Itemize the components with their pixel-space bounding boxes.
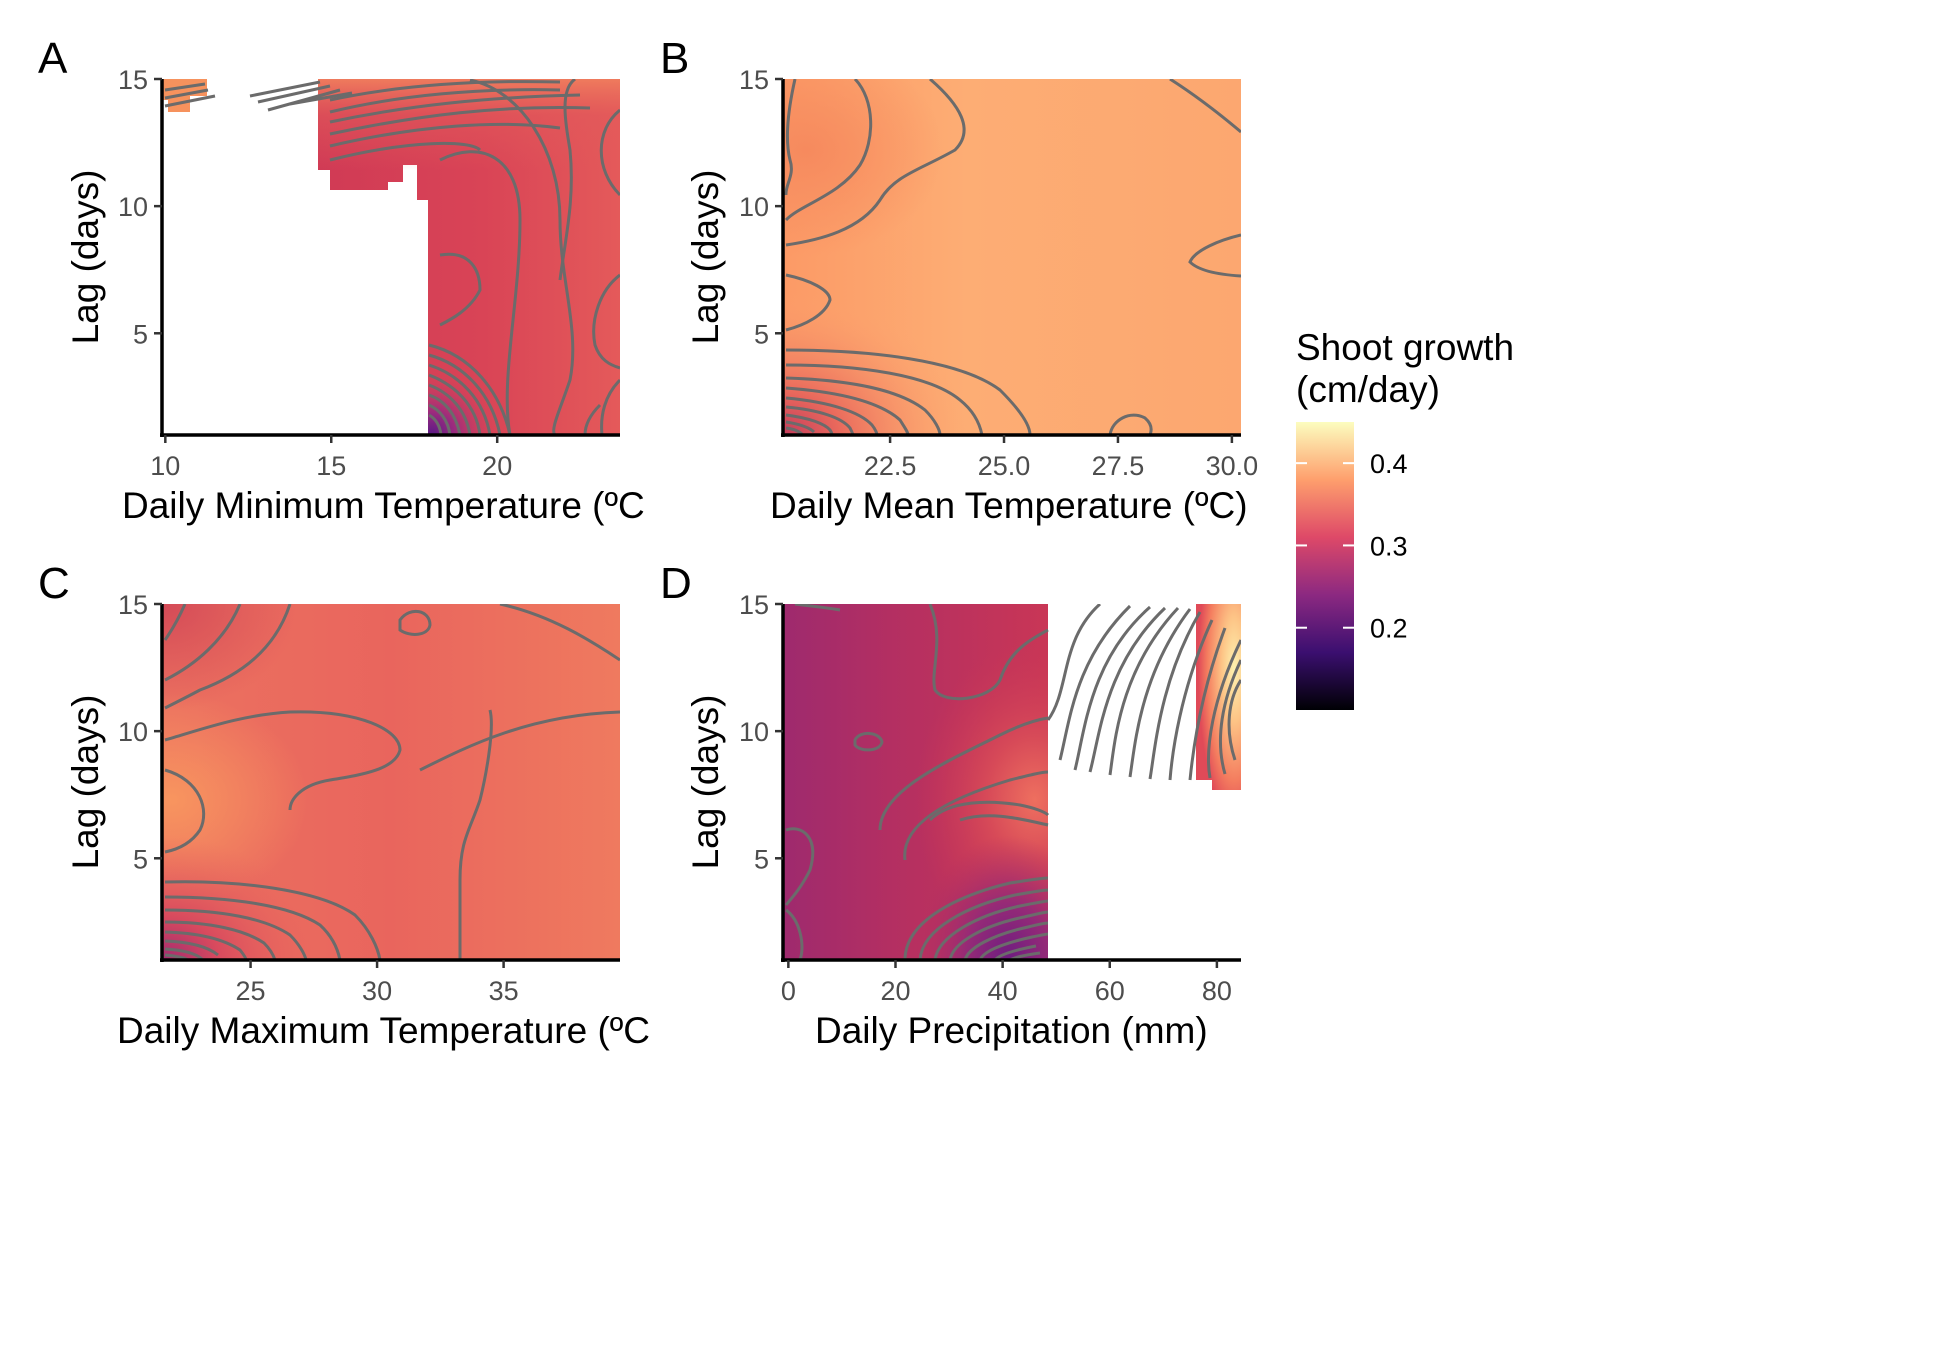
panel-b-contours bbox=[784, 79, 1241, 435]
panel-c-ylabel: Lag (days) bbox=[65, 695, 106, 870]
panel-c-ytick-label-2: 15 bbox=[118, 590, 148, 620]
panel-b-letter: B bbox=[660, 34, 689, 83]
legend-title-line2: (cm/day) bbox=[1296, 369, 1440, 410]
panel-a-ytick-label-2: 15 bbox=[118, 65, 148, 95]
panel-c-contours bbox=[163, 604, 620, 960]
panel-a-contours bbox=[164, 79, 620, 435]
panel-d-xtick-label-3: 60 bbox=[1095, 976, 1125, 1006]
panel-a-heatmap bbox=[162, 79, 620, 435]
panel-b-heatmap bbox=[783, 79, 1241, 435]
panel-a-ylabel: Lag (days) bbox=[65, 170, 106, 345]
panel-c-ytick-label-1: 10 bbox=[118, 717, 148, 747]
panel-b-xtick-label-0: 22.5 bbox=[864, 451, 917, 481]
panel-a-ticks: 10 15 20 5 10 15 bbox=[118, 65, 512, 481]
panel-b-ticks: 22.5 25.0 27.5 30.0 5 10 15 bbox=[739, 65, 1258, 481]
legend-tick-label-2: 0.2 bbox=[1370, 614, 1408, 644]
panel-d-ticks: 0 20 40 60 80 5 10 15 bbox=[739, 590, 1232, 1006]
legend: Shoot growth (cm/day) 0.4 0.3 0.2 bbox=[1296, 327, 1514, 710]
legend-tick-label-1: 0.3 bbox=[1370, 531, 1408, 561]
panel-b-surface-bl bbox=[783, 79, 1241, 435]
panel-d-xlabel: Daily Precipitation (mm) bbox=[815, 1010, 1208, 1051]
panel-d-xtick-label-0: 0 bbox=[781, 976, 796, 1006]
panel-b-xtick-label-3: 30.0 bbox=[1206, 451, 1259, 481]
panel-d-heatmap bbox=[783, 604, 1241, 960]
panel-b-xtick-label-2: 27.5 bbox=[1092, 451, 1145, 481]
panel-c-letter: C bbox=[38, 559, 70, 608]
panel-d-letter: D bbox=[660, 559, 692, 608]
panel-d-ytick-label-1: 10 bbox=[739, 717, 769, 747]
legend-colorbar bbox=[1296, 422, 1354, 710]
panel-c-surface-bl bbox=[162, 604, 620, 960]
panel-a-ytick-label-0: 5 bbox=[133, 319, 148, 349]
panel-d-ylabel: Lag (days) bbox=[685, 695, 726, 870]
panel-a-xtick-label-1: 15 bbox=[316, 451, 346, 481]
panel-c-ticks: 25 30 35 5 10 15 bbox=[118, 590, 519, 1006]
panel-b-ytick-label-0: 5 bbox=[754, 319, 769, 349]
panel-c-xtick-label-0: 25 bbox=[236, 976, 266, 1006]
panel-b-ytick-label-1: 10 bbox=[739, 192, 769, 222]
legend-tick-label-0: 0.4 bbox=[1370, 449, 1408, 479]
legend-title-line1: Shoot growth bbox=[1296, 327, 1514, 368]
panel-a-ytick-label-1: 10 bbox=[118, 192, 148, 222]
panel-a-letter: A bbox=[38, 34, 68, 83]
panel-d-ytick-label-0: 5 bbox=[754, 844, 769, 874]
panel-d-contours bbox=[784, 604, 1241, 960]
panel-d-xtick-label-1: 20 bbox=[880, 976, 910, 1006]
panel-c-xlabel: Daily Maximum Temperature (ºC bbox=[117, 1010, 650, 1051]
panel-a-xtick-label-0: 10 bbox=[150, 451, 180, 481]
panel-d-xtick-label-4: 80 bbox=[1202, 976, 1232, 1006]
panel-a: 10 15 20 5 10 15 A Daily Minimum Temperature … bbox=[38, 34, 645, 526]
panel-a-xlabel: Daily Minimum Temperature (ºC bbox=[122, 485, 645, 526]
panel-b-ytick-label-2: 15 bbox=[739, 65, 769, 95]
panel-b-xtick-label-1: 25.0 bbox=[978, 451, 1031, 481]
legend-ticks: 0.4 0.3 0.2 bbox=[1296, 449, 1408, 644]
panel-b-xlabel: Daily Mean Temperature (ºC) bbox=[770, 485, 1248, 526]
panel-d-ytick-label-2: 15 bbox=[739, 590, 769, 620]
panel-c-heatmap bbox=[162, 604, 620, 960]
panel-c-ytick-label-0: 5 bbox=[133, 844, 148, 874]
panel-a-xtick-label-2: 20 bbox=[482, 451, 512, 481]
panel-a-surface-low bbox=[428, 250, 620, 435]
panel-c: 25 30 35 5 10 15 C Daily Maximum Temperature … bbox=[38, 559, 650, 1051]
panel-d: 0 20 40 60 80 5 10 15 D Daily Precipitation (mm… bbox=[660, 559, 1241, 1051]
panel-d-xtick-label-2: 40 bbox=[988, 976, 1018, 1006]
panel-b-ylabel: Lag (days) bbox=[685, 170, 726, 345]
panel-b: 22.5 25.0 27.5 30.0 5 10 15 B Daily Mean Tempe… bbox=[660, 34, 1258, 526]
panel-c-xtick-label-1: 30 bbox=[362, 976, 392, 1006]
panel-c-xtick-label-2: 35 bbox=[489, 976, 519, 1006]
